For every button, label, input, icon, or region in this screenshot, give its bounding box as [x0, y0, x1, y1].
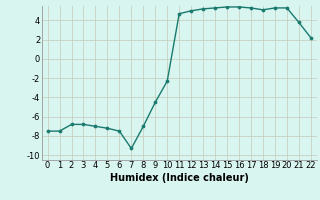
X-axis label: Humidex (Indice chaleur): Humidex (Indice chaleur) — [110, 173, 249, 183]
